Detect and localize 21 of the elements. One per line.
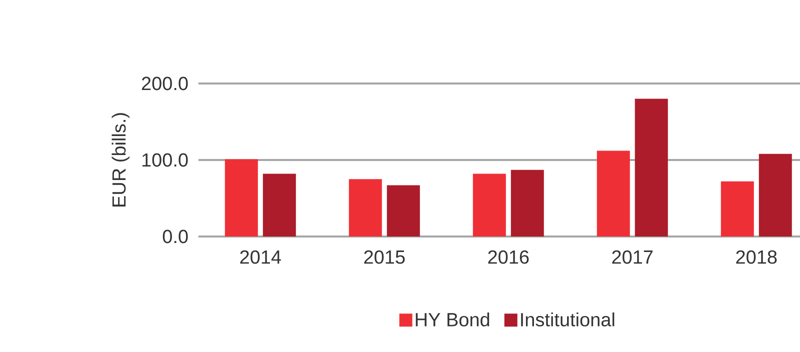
bar — [224, 159, 258, 236]
x-tick-label: 2017 — [612, 250, 653, 264]
x-tick-label: 2015 — [364, 250, 405, 264]
bar — [596, 150, 630, 236]
y-tick-label: 100.0 — [142, 153, 188, 167]
y-axis-title: EUR (bills.) — [112, 113, 130, 206]
bar — [262, 174, 296, 236]
bar — [472, 174, 506, 236]
x-tick-label: 2016 — [488, 250, 529, 264]
bar — [348, 179, 382, 236]
legend-label: Institutional — [521, 312, 614, 326]
legend-label: HY Bond — [416, 312, 490, 326]
bar — [386, 185, 420, 236]
bar — [634, 98, 668, 236]
bar — [510, 170, 544, 236]
y-tick-label: 200.0 — [142, 76, 188, 90]
bar — [720, 181, 754, 236]
y-tick-label: 0.0 — [162, 230, 188, 244]
x-tick-label: 2014 — [240, 250, 281, 264]
x-tick-label: 2018 — [736, 250, 777, 264]
bar — [758, 154, 792, 236]
